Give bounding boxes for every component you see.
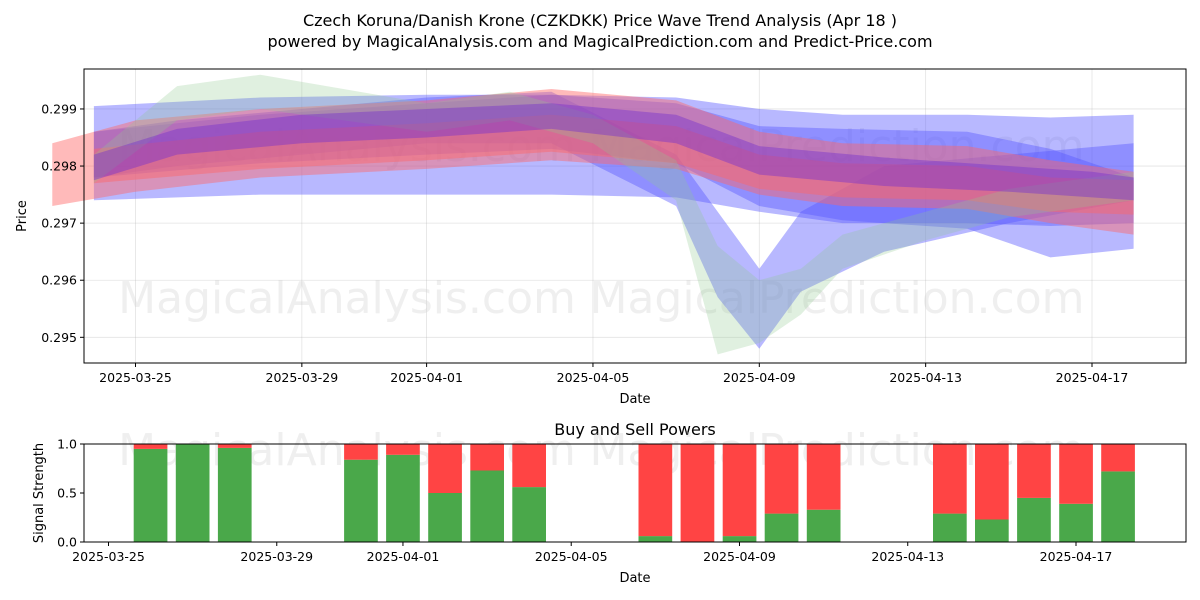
price-wave-band-purple [93, 103, 1134, 201]
buy-power-bar [512, 487, 546, 542]
price-y-axis-label: Price [15, 200, 30, 232]
power-y-ticks: 0.0 0.5 1.0 [57, 437, 84, 550]
sell-power-bar [680, 444, 715, 542]
price-wave-band-blue [93, 94, 1134, 258]
buy-power-bar [722, 536, 757, 542]
price-x-tick-label: 2025-04-17 [1056, 370, 1129, 385]
buy-power-bar [638, 536, 673, 542]
sell-power-bar [933, 444, 967, 514]
power-x-tick-label: 2025-04-13 [871, 549, 944, 564]
power-bars [133, 444, 1135, 542]
price-y-tick-label: 0.297 [41, 216, 77, 231]
sell-power-bar [722, 444, 757, 537]
price-x-tick-label: 2025-04-13 [889, 370, 962, 385]
price-wave-band-blue [93, 94, 1134, 226]
price-y-tick-label: 0.299 [41, 101, 77, 116]
sell-power-bar [217, 444, 252, 448]
price-wave-band-red [93, 114, 1134, 215]
sell-power-bar [344, 444, 378, 460]
buy-power-bar [1059, 503, 1093, 542]
buy-power-bar [470, 470, 504, 542]
power-x-tick-label: 2025-04-01 [367, 549, 440, 564]
buy-power-bar [133, 448, 168, 542]
sell-power-bar [975, 444, 1009, 520]
power-chart-title: Buy and Sell Powers [554, 420, 716, 439]
page-title: Czech Koruna/Danish Krone (CZKDKK) Price… [303, 11, 897, 30]
buy-power-bar [975, 519, 1009, 542]
buy-power-bar [428, 493, 462, 542]
price-y-ticks: 0.295 0.296 0.297 0.298 0.299 [41, 101, 84, 345]
power-y-tick-label: 1.0 [57, 437, 77, 452]
price-x-tick-label: 2025-03-25 [99, 370, 172, 385]
watermark-text: MagicalAnalysis.com [118, 273, 576, 324]
buy-power-bar [386, 454, 420, 542]
price-x-tick-label: 2025-04-09 [723, 370, 796, 385]
power-x-ticks: 2025-03-25 2025-03-29 2025-04-01 2025-04-05… [72, 542, 1112, 564]
price-watermarks: MagicalAnalysis.com MagicalPrediction.com… [118, 121, 1084, 324]
price-wave-bands [52, 74, 1134, 355]
power-y-axis-label: Signal Strength [32, 443, 47, 543]
price-y-tick-label: 0.295 [41, 330, 77, 345]
sell-power-bar [428, 444, 462, 493]
price-x-tick-label: 2025-04-01 [390, 370, 463, 385]
watermark-text: MagicalAnalysis.com [118, 121, 576, 172]
sell-power-bar [1017, 444, 1051, 498]
price-wave-band-blue [93, 91, 1134, 349]
sell-power-bar [386, 444, 420, 455]
buy-power-bar [1101, 471, 1135, 542]
power-x-tick-label: 2025-03-25 [72, 549, 145, 564]
buy-power-bar [764, 513, 799, 542]
sell-power-bar [806, 444, 841, 510]
power-x-tick-label: 2025-03-29 [240, 549, 313, 564]
price-wave-band-green [93, 74, 1134, 355]
price-x-axis-label: Date [619, 392, 650, 407]
price-grid [84, 69, 1186, 363]
price-x-tick-label: 2025-04-05 [557, 370, 630, 385]
price-y-tick-label: 0.298 [41, 159, 77, 174]
page-subtitle: powered by MagicalAnalysis.com and Magic… [267, 32, 932, 51]
power-y-tick-label: 0.5 [57, 486, 77, 501]
buy-power-bar [806, 509, 841, 542]
watermark-text: MagicalPrediction.com [590, 273, 1085, 324]
price-y-tick-label: 0.296 [41, 273, 77, 288]
buy-power-bar [933, 513, 967, 542]
sell-power-bar [470, 444, 504, 471]
buy-power-bar [1017, 497, 1051, 542]
price-wave-band-red [52, 89, 1134, 235]
price-x-tick-label: 2025-03-29 [266, 370, 339, 385]
sell-power-bar [764, 444, 799, 514]
sell-power-bar [133, 444, 168, 449]
buy-power-bar [344, 459, 378, 542]
buy-power-bar [175, 444, 210, 542]
watermark-text: MagicalPrediction.com [590, 121, 1085, 172]
power-x-tick-label: 2025-04-05 [535, 549, 608, 564]
sell-power-bar [638, 444, 673, 537]
power-y-tick-label: 0.0 [57, 535, 77, 550]
sell-power-bar [512, 444, 546, 488]
sell-power-bar [1059, 444, 1093, 504]
sell-power-bar [1101, 444, 1135, 472]
power-x-axis-label: Date [619, 571, 650, 586]
price-x-ticks: 2025-03-25 2025-03-29 2025-04-01 2025-04-05… [99, 363, 1128, 385]
power-x-tick-label: 2025-04-09 [703, 549, 776, 564]
power-x-tick-label: 2025-04-17 [1040, 549, 1113, 564]
price-plot-frame [83, 68, 1187, 364]
buy-power-bar [217, 447, 252, 542]
